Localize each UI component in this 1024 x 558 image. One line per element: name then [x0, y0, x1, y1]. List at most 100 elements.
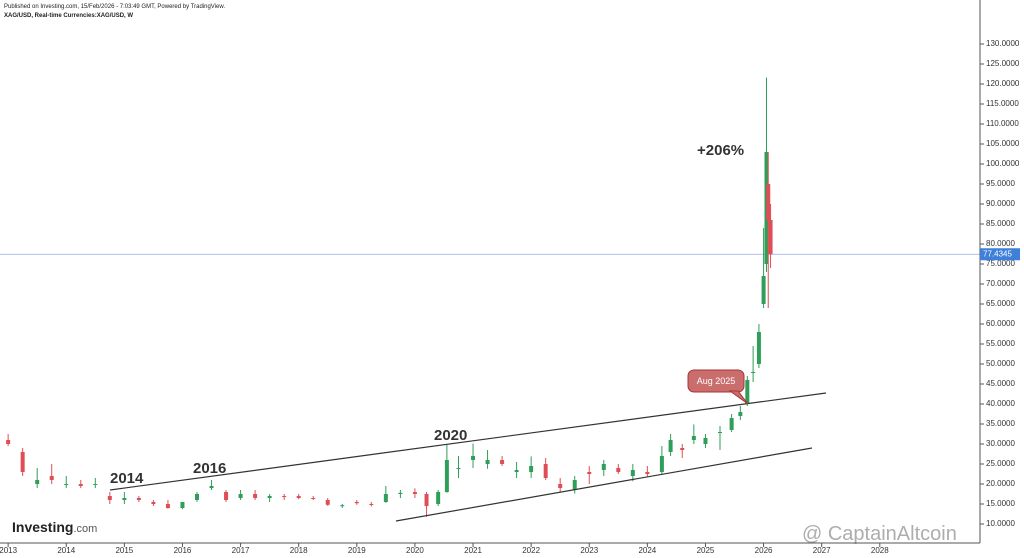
- candle-body: [224, 492, 229, 500]
- candle-body: [456, 468, 461, 469]
- candle-body: [616, 468, 621, 472]
- x-tick-label: 2021: [464, 546, 482, 555]
- y-tick-label: 120.0000: [986, 79, 1020, 88]
- y-tick-label: 20.0000: [986, 479, 1015, 488]
- y-tick-label: 85.0000: [986, 219, 1015, 228]
- candle-body: [340, 505, 345, 507]
- candle-body: [194, 494, 199, 500]
- candle-body: [718, 432, 722, 433]
- x-tick-label: 2026: [755, 546, 773, 555]
- candle-body: [745, 380, 750, 404]
- candle-body: [738, 412, 743, 416]
- y-tick-label: 65.0000: [986, 299, 1015, 308]
- y-tick-label: 115.0000: [986, 99, 1019, 108]
- y-tick-label: 125.0000: [986, 59, 1020, 68]
- candle-body: [659, 456, 664, 472]
- x-tick-label: 2019: [348, 546, 366, 555]
- candle-body: [543, 464, 548, 478]
- y-tick-label: 10.0000: [986, 519, 1015, 528]
- candle-body: [680, 448, 685, 450]
- candle-body: [64, 484, 69, 485]
- callout-pointer: [728, 390, 749, 405]
- candle-body: [691, 436, 696, 440]
- y-tick-label: 95.0000: [986, 179, 1015, 188]
- watermark: @ CaptainAltcoin: [802, 523, 957, 545]
- candle-body: [253, 494, 258, 498]
- candle-body: [165, 504, 170, 508]
- candle-body: [500, 460, 505, 464]
- callout: Aug 2025: [687, 369, 749, 405]
- logo-suffix: .com: [73, 523, 97, 535]
- y-tick-label: 55.0000: [986, 339, 1015, 348]
- logo-main: Investing: [12, 519, 73, 535]
- y-tick-label: 40.0000: [986, 399, 1015, 408]
- candle-body: [209, 486, 214, 488]
- candle-body: [49, 476, 54, 480]
- plot-area: [0, 77, 980, 517]
- candle-body: [768, 220, 773, 255]
- candle-body: [383, 494, 388, 502]
- candle-body: [107, 496, 112, 500]
- candle-body: [630, 470, 635, 476]
- y-tick-label: 15.0000: [986, 499, 1015, 508]
- candle-body: [311, 498, 316, 499]
- callout-text: Aug 2025: [697, 376, 736, 386]
- x-tick-label: 2023: [580, 546, 598, 555]
- candle-body: [645, 472, 650, 474]
- y-tick-label: 25.0000: [986, 459, 1015, 468]
- candle-body: [751, 372, 756, 373]
- candle-body: [601, 464, 606, 470]
- candle-body: [122, 498, 127, 500]
- y-tick-label: 105.0000: [986, 139, 1020, 148]
- y-tick-label: 35.0000: [986, 419, 1015, 428]
- candle-body: [412, 492, 417, 494]
- header-published: Published on Investing.com, 15/Feb/2026 …: [4, 4, 225, 10]
- x-tick-label: 2015: [115, 546, 133, 555]
- candle-body: [78, 484, 83, 486]
- x-tick-label: 2022: [522, 546, 540, 555]
- candle-body: [668, 440, 673, 452]
- x-tick-label: 2027: [813, 546, 831, 555]
- candle-body: [756, 332, 761, 364]
- x-tick-label: 2016: [174, 546, 192, 555]
- candle-body: [766, 184, 771, 220]
- candle-body: [238, 494, 243, 498]
- candle-body: [424, 494, 429, 506]
- y-tick-label: 110.0000: [986, 119, 1019, 128]
- candle-body: [296, 496, 301, 498]
- annotation-2016: 2016: [193, 460, 226, 477]
- candle-body: [398, 492, 403, 494]
- y-tick-label: 70.0000: [986, 279, 1015, 288]
- x-tick-label: 2014: [57, 546, 75, 555]
- y-tick-label: 130.0000: [986, 39, 1020, 48]
- callout-box: [687, 369, 745, 393]
- candle-body: [729, 418, 734, 430]
- candle-body: [180, 502, 185, 508]
- candle-body: [6, 440, 11, 444]
- y-tick-label: 75.0000: [986, 259, 1015, 268]
- candle-body: [267, 496, 272, 498]
- y-tick-label: 45.0000: [986, 379, 1015, 388]
- candle-body: [514, 470, 519, 472]
- candle-body: [151, 502, 156, 504]
- trend-line-upper: [109, 392, 827, 491]
- annotation-2020: 2020: [434, 427, 467, 444]
- x-tick-label: 2025: [697, 546, 715, 555]
- y-tick-label: 100.0000: [986, 159, 1020, 168]
- candle-body: [485, 460, 490, 464]
- candle-body: [136, 498, 141, 500]
- x-tick-label: 2017: [232, 546, 250, 555]
- y-tick-label: 60.0000: [986, 319, 1015, 328]
- header-symbol: XAG/USD, Real-time Currencies:XAG/USD, W: [4, 13, 133, 19]
- candle-body: [558, 484, 563, 488]
- candle-body: [761, 276, 766, 304]
- candle-body: [369, 504, 374, 505]
- candle-body: [444, 460, 449, 492]
- y-tick-label: 80.0000: [986, 239, 1015, 248]
- candle-body: [325, 500, 330, 505]
- candle-body: [471, 456, 476, 460]
- x-tick-label: 2028: [871, 546, 889, 555]
